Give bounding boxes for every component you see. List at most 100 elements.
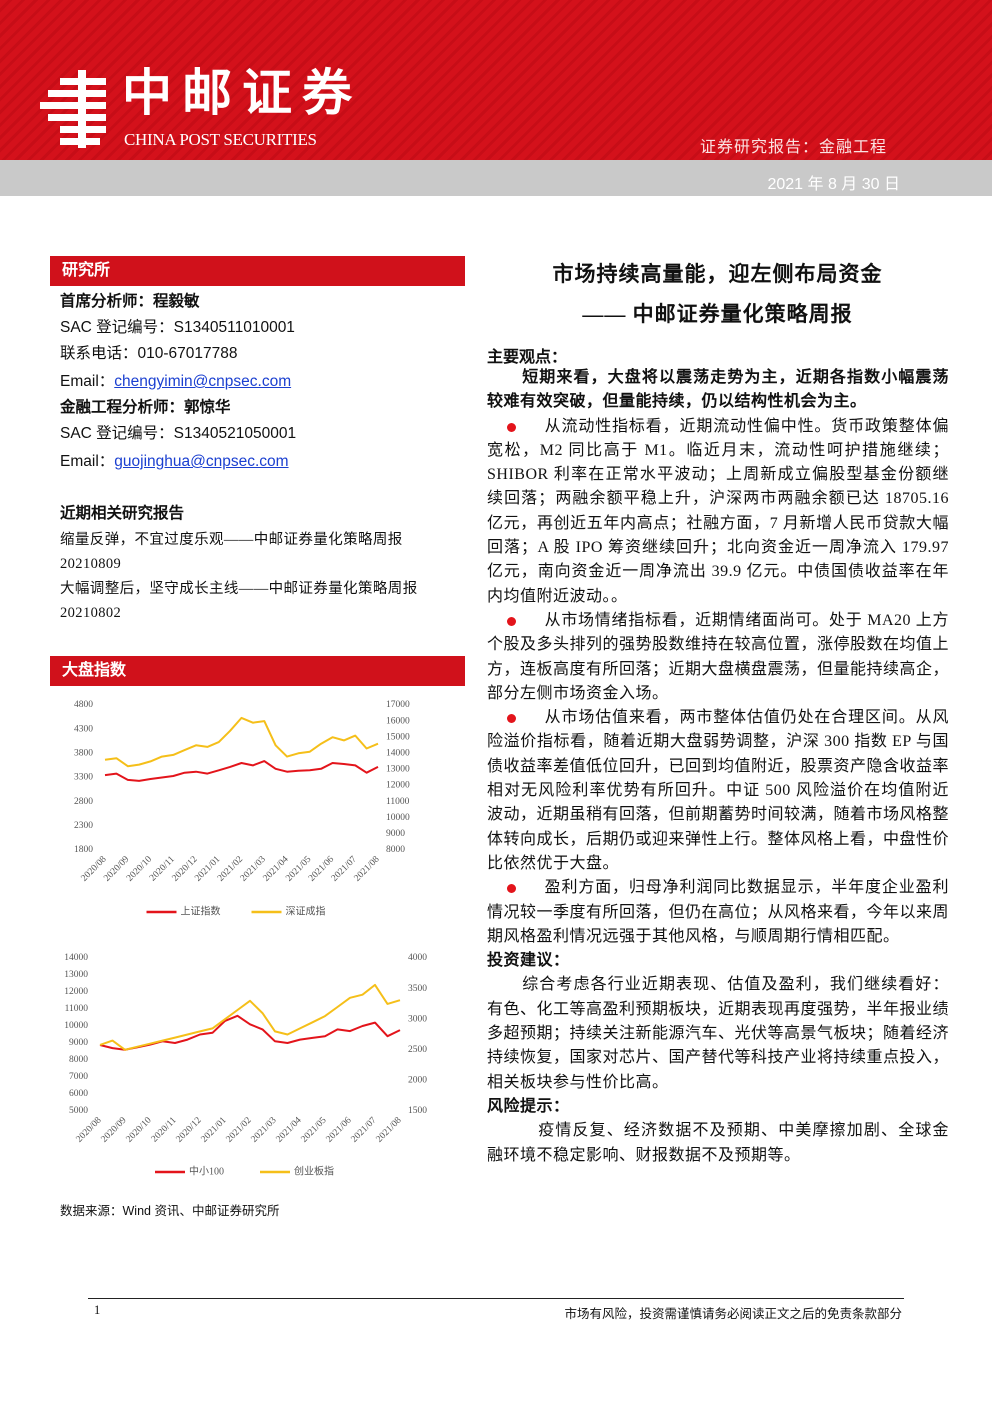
y2-tick-label: 1500 — [408, 1106, 427, 1116]
related-report[interactable]: 缩量反弹，不宜过度乐观——中邮证券量化策略周报 20210809 — [60, 532, 403, 572]
y-tick-label: 2800 — [74, 797, 93, 807]
bullet-point: 从市场估值来看，两市整体估值仍处在合理区间。从风险溢价指标看，随着近期大盘弱势调… — [487, 706, 949, 876]
report-type: 证券研究报告：金融工程 — [700, 139, 888, 156]
footer-rule — [88, 1298, 904, 1299]
disclaimer: 市场有风险，投资需谨慎请务必阅读正文之后的免责条款部分 — [564, 1307, 902, 1321]
analyst-title: 金融工程分析师：郭惊华 — [60, 399, 231, 416]
y2-tick-label: 10000 — [386, 813, 410, 823]
brand-en: CHINA POST SECURITIES — [124, 130, 317, 149]
analyst-title: 首席分析师：程毅敏 — [60, 293, 200, 310]
x-tick-label: 2021/03 — [250, 1115, 279, 1144]
x-tick-label: 2020/09 — [100, 1115, 129, 1144]
date: 2021 年 8 月 30 日 — [767, 176, 900, 193]
bullet-dot — [507, 714, 516, 724]
x-tick-label: 2021/08 — [353, 854, 382, 883]
y-tick-label: 4300 — [74, 724, 93, 734]
section-heading: 投资建议： — [487, 952, 570, 970]
risk: 疫情反复、经济数据不及预期、中美摩擦加剧、全球金融环境不稳定影响、财报数据不及预… — [487, 1122, 949, 1164]
related-report[interactable]: 大幅调整后，坚守成长主线——中邮证券量化策略周报 20210802 — [60, 581, 418, 621]
analyst-sac: SAC 登记编号：S1340521050001 — [60, 425, 297, 442]
y-tick-label: 2300 — [74, 821, 93, 831]
report-title: 市场持续高量能，迎左侧布局资金 — [552, 262, 883, 286]
charts: 1800 2300 2800 3300 3800 4300 4800 8000 9000 1000… — [64, 700, 427, 1177]
series-line — [99, 983, 401, 1051]
bullet-text: 从市场情绪指标看，近期情绪面尚可。处于 MA20 上方个股及多头排列的强势股数维… — [487, 611, 950, 702]
y2-tick-label: 4000 — [408, 953, 427, 963]
analyst-phone: 联系电话：010-67017788 — [60, 345, 238, 362]
email-label: Email： — [60, 373, 115, 390]
email-link[interactable]: guojinghua@cnpsec.com — [114, 453, 289, 470]
y-tick-label: 13000 — [64, 970, 88, 980]
email-label: Email： — [60, 453, 115, 470]
page-number: 1 — [94, 1303, 101, 1317]
y-tick-label: 1800 — [74, 845, 93, 855]
x-tick-label: 2020/10 — [125, 1115, 154, 1144]
x-tick-label: 2021/07 — [350, 1115, 379, 1144]
y-tick-label: 7000 — [69, 1072, 88, 1082]
y-tick-label: 5000 — [69, 1106, 88, 1116]
y-tick-label: 14000 — [64, 953, 88, 963]
x-tick-label: 2021/02 — [225, 1115, 254, 1144]
y2-tick-label: 16000 — [386, 716, 410, 726]
body-flow: 短期来看，大盘将以震荡走势为主，近期各指数小幅震荡较难有效突破，但量能持续，仍以… — [487, 366, 949, 1168]
header-banner: 中邮证券 CHINA POST SECURITIES 证券研究报告：金融工程 — [0, 0, 992, 160]
lead: 短期来看，大盘将以震荡走势为主，近期各指数小幅震荡较难有效突破，但量能持续，仍以… — [487, 369, 949, 411]
bullet-text: 从流动性指标看，近期流动性偏中性。货币政策整体偏宽松，M2 同比高于 M1。临近… — [487, 417, 949, 605]
x-tick-label: 2021/04 — [275, 1115, 304, 1144]
bullet-point: 从流动性指标看，近期流动性偏中性。货币政策整体偏宽松，M2 同比高于 M1。临近… — [487, 415, 949, 609]
x-tick-label: 2021/01 — [200, 1115, 229, 1144]
y2-tick-label: 14000 — [386, 749, 410, 759]
x-tick-label: 2020/12 — [175, 1115, 204, 1144]
y2-tick-label: 9000 — [386, 829, 405, 839]
y2-tick-label: 11000 — [386, 797, 410, 807]
x-tick-label: 2020/11 — [150, 1115, 179, 1144]
y-tick-label: 8000 — [69, 1055, 88, 1065]
x-tick-label: 2021/05 — [300, 1115, 329, 1144]
bullet-dot — [507, 884, 516, 894]
related-heading: 近期相关研究报告 — [60, 505, 185, 522]
analyst-email-row: Email：chengyimin@cnpsec.com — [60, 369, 291, 395]
y2-tick-label: 3500 — [408, 984, 427, 994]
y2-tick-label: 2500 — [408, 1045, 427, 1055]
advice: 综合考虑各行业近期表现、估值及盈利，我们继续看好：有色、化工等高盈利预期板块，近… — [487, 976, 950, 1091]
bullet-point: 从市场情绪指标看，近期情绪面尚可。处于 MA20 上方个股及多头排列的强势股数维… — [487, 609, 949, 706]
y-tick-label: 9000 — [69, 1038, 88, 1048]
section-heading: 研究所 — [50, 256, 465, 286]
bullet-dot — [507, 422, 516, 432]
date-band — [0, 160, 992, 196]
y2-tick-label: 8000 — [386, 845, 405, 855]
bullet-dot — [507, 616, 516, 626]
bullet-text: 盈利方面，归母净利润同比数据显示，半年度企业盈利情况较一季度有所回落，但仍在高位… — [487, 879, 950, 945]
section-heading: 主要观点： — [487, 349, 568, 366]
y2-tick-label: 15000 — [386, 732, 410, 742]
section-heading: 大盘指数 — [50, 656, 465, 686]
y-tick-label: 3300 — [74, 773, 93, 783]
y-tick-label: 11000 — [65, 1004, 89, 1014]
series-line — [104, 716, 379, 768]
y-tick-label: 4800 — [74, 700, 93, 710]
y2-tick-label: 13000 — [386, 765, 410, 775]
analyst-email-row: Email：guojinghua@cnpsec.com — [60, 449, 289, 475]
legend-label: 上证指数 — [181, 904, 221, 917]
brand: 中邮证券 — [122, 65, 362, 121]
bullet-point: 盈利方面，归母净利润同比数据显示，半年度企业盈利情况较一季度有所回落，但仍在高位… — [487, 876, 949, 949]
section-heading: 风险提示： — [487, 1097, 570, 1115]
bullet-text: 从市场估值来看，两市整体估值仍处在合理区间。从风险溢价指标看，随着近期大盘弱势调… — [487, 709, 950, 872]
y2-tick-label: 12000 — [386, 781, 410, 791]
report-subtitle: —— 中邮证券量化策略周报 — [582, 302, 853, 326]
y2-tick-label: 2000 — [408, 1076, 427, 1086]
y-tick-label: 10000 — [64, 1021, 88, 1031]
email-link[interactable]: chengyimin@cnpsec.com — [114, 373, 292, 390]
legend-label: 深证成指 — [286, 904, 326, 917]
x-tick-label: 2020/08 — [75, 1115, 104, 1144]
logo — [40, 70, 106, 148]
x-tick-label: 2021/08 — [375, 1115, 404, 1144]
y-tick-label: 3800 — [74, 749, 93, 759]
analyst-sac: SAC 登记编号：S1340511010001 — [60, 319, 295, 336]
data-source: 数据来源：Wind 资讯、中邮证券研究所 — [60, 1204, 280, 1218]
y2-tick-label: 3000 — [408, 1014, 427, 1024]
legend-label: 中小100 — [189, 1164, 224, 1177]
y-tick-label: 12000 — [64, 987, 88, 997]
y2-tick-label: 17000 — [386, 700, 410, 710]
